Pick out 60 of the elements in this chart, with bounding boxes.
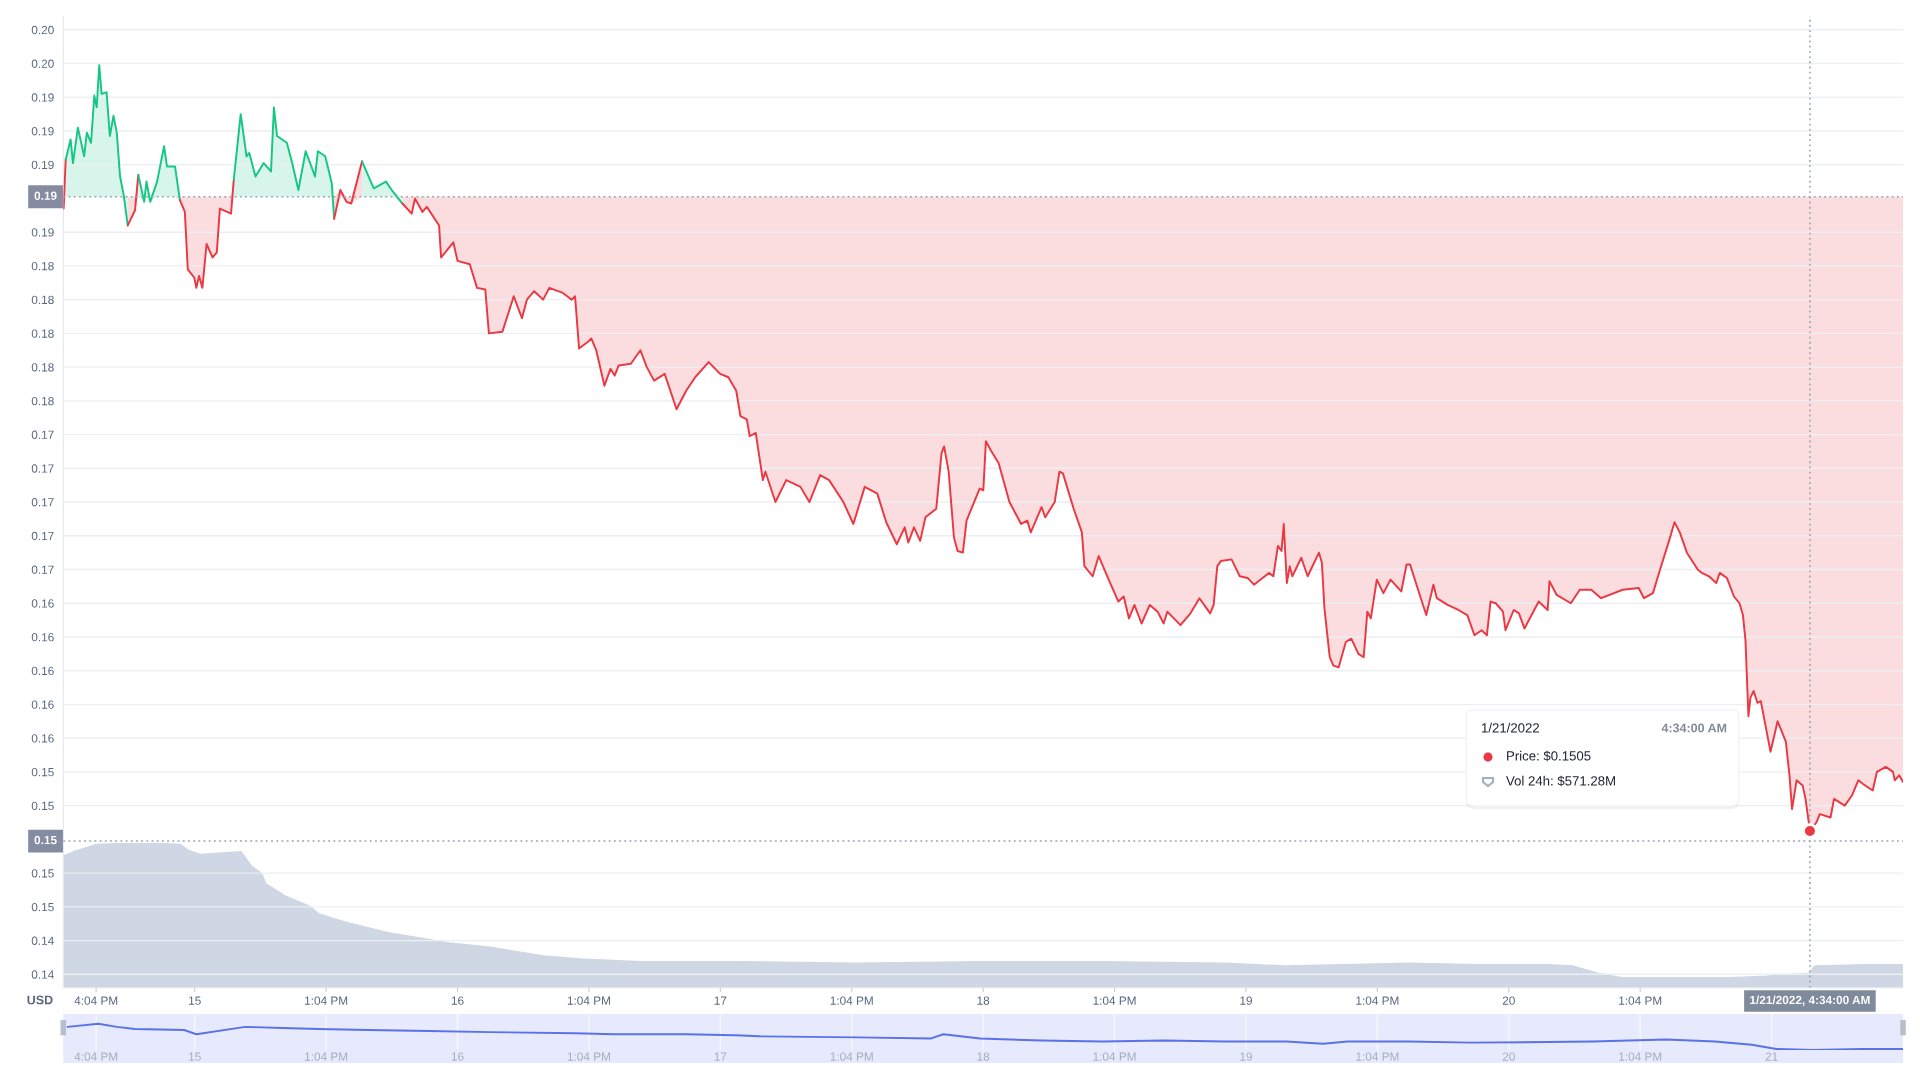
y-tick-label: 0.16 — [31, 734, 54, 743]
x-tick-label: 1:04 PM — [1093, 1052, 1136, 1061]
x-tick-label: 1:04 PM — [830, 1052, 873, 1061]
x-tick-label: 1:04 PM — [567, 996, 610, 1005]
y-tick-label: 0.19 — [31, 93, 54, 102]
x-tick-label: 1:04 PM — [1619, 996, 1662, 1005]
y-tick-label: 0.19 — [31, 127, 54, 136]
y-tick-label: 0.16 — [31, 700, 54, 709]
x-tick-label: 1:04 PM — [305, 996, 348, 1005]
y-tick-label: 0.20 — [31, 59, 54, 68]
x-tick-label: 18 — [977, 1052, 990, 1061]
x-tick-label: 1:04 PM — [305, 1052, 348, 1061]
y-tick-label: 0.18 — [31, 396, 54, 406]
y-tick-label: 0.14 — [31, 970, 54, 979]
annotation: Price: $0.1505 — [1507, 750, 1591, 762]
x-tick-label: 15 — [189, 1052, 201, 1061]
y-tick-label: 0.19 — [31, 228, 54, 237]
y-tick-label: 0.15 — [31, 767, 54, 777]
x-tick-label: 20 — [1502, 1052, 1515, 1061]
y-tick-label: 0.15 — [31, 869, 54, 878]
y-tick-label: 0.20 — [31, 25, 54, 35]
y-axis-title: USD — [27, 995, 53, 1005]
annotation: 4:34:00 AM — [1661, 723, 1727, 733]
annotation: Vol 24h: $571.28M — [1506, 775, 1615, 787]
y-tick-label: 0.19 — [31, 160, 54, 170]
x-tick-label: 19 — [1240, 1052, 1252, 1061]
y-tick-label: 0.14 — [31, 936, 54, 945]
y-tick-label: 0.17 — [31, 464, 54, 473]
x-tick-label: 1:04 PM — [830, 996, 873, 1005]
y-tick-label: 0.15 — [31, 902, 54, 912]
y-tick-label: 0.16 — [31, 599, 54, 608]
y-tick-label: 0.18 — [31, 261, 54, 271]
y-tick-label: 0.18 — [31, 295, 54, 305]
y-tick-label: 0.15 — [31, 801, 54, 811]
x-tick-label: 1:04 PM — [1356, 1052, 1399, 1061]
x-tick-label: 1:04 PM — [567, 1052, 610, 1061]
x-tick-label: 19 — [1240, 996, 1252, 1005]
x-tick-label: 15 — [189, 996, 201, 1005]
x-tick-label: 18 — [977, 996, 990, 1005]
x-tick-label: 1:04 PM — [1619, 1052, 1662, 1061]
x-tick-label: 4:04 PM — [74, 1052, 118, 1061]
y-tick-label: 0.18 — [31, 329, 54, 338]
annotation: 1/21/2022 — [1482, 722, 1540, 733]
x-tick-label: 20 — [1502, 996, 1515, 1005]
x-tick-label: 17 — [714, 996, 727, 1005]
x-tick-label: 4:04 PM — [74, 996, 118, 1005]
y-tick-label: 0.17 — [31, 498, 54, 507]
y-tick-label: 0.16 — [31, 633, 54, 642]
y-tick-label: 0.17 — [31, 531, 54, 541]
x-tick-label: 16 — [451, 1052, 464, 1061]
x-tick-label: 21 — [1765, 1052, 1778, 1061]
ref-line-label: 1/21/2022, 4:34:00 AM — [1750, 995, 1870, 1006]
y-tick-label: 0.17 — [31, 430, 54, 439]
x-tick-label: 1:04 PM — [1093, 996, 1136, 1005]
x-tick-label: 16 — [451, 996, 464, 1005]
y-tick-label: 0.17 — [31, 565, 54, 574]
x-tick-label: 17 — [714, 1052, 727, 1061]
x-tick-label: 1:04 PM — [1356, 996, 1399, 1005]
y-tick-label: 0.16 — [31, 666, 54, 676]
y-tick-label: 0.18 — [31, 363, 54, 372]
